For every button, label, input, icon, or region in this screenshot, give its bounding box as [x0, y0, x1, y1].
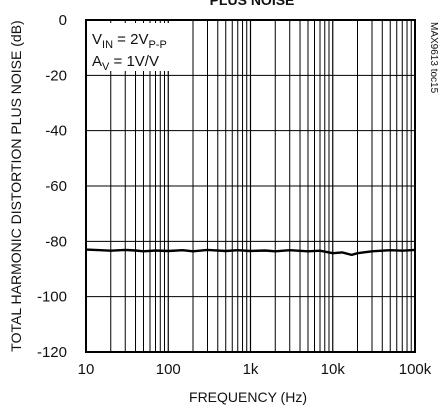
- annotation-background: [87, 23, 170, 71]
- y-tick-label: -60: [45, 178, 67, 195]
- x-tick-label: 10: [78, 361, 95, 378]
- y-axis-title: TOTAL HARMONIC DISTORTION PLUS NOISE (dB…: [8, 20, 24, 351]
- annotation-av-rest: = 1V/V: [109, 53, 159, 70]
- x-axis-ticks: 10 100 1k 10k 100k: [78, 361, 432, 378]
- y-axis-ticks: 0 -20 -40 -60 -80 -100 -120: [37, 12, 67, 361]
- annotation-vin: VIN = 2VP-P: [92, 31, 167, 51]
- annotation-vin-mid: = 2V: [113, 31, 148, 48]
- x-tick-label: 10k: [321, 361, 346, 378]
- annotation-av: AV = 1V/V: [92, 53, 159, 73]
- y-tick-label: -100: [37, 289, 67, 306]
- y-tick-label: -80: [45, 233, 67, 250]
- plot-frame: [85, 19, 416, 353]
- annotation-vin-sub: IN: [102, 39, 113, 51]
- y-tick-label: -120: [37, 344, 67, 361]
- x-tick-label: 100: [156, 361, 181, 378]
- annotation-av-main: A: [92, 53, 102, 70]
- grid-lines: [85, 19, 415, 353]
- annotation-vin-main: V: [92, 31, 102, 48]
- annotation-vin-sub2: P-P: [148, 39, 166, 51]
- x-tick-label: 1k: [243, 361, 259, 378]
- annotation-av-sub: V: [102, 61, 110, 73]
- series-layer: [85, 248, 416, 257]
- x-tick-label: 100k: [399, 361, 432, 378]
- y-tick-label: -40: [45, 123, 67, 140]
- x-axis-title: FREQUENCY (Hz): [189, 389, 307, 405]
- chart-title: PLUS NOISE: [210, 0, 295, 8]
- chart-code-label: MAX9613 toc15: [428, 22, 439, 94]
- y-tick-label: 0: [59, 12, 67, 29]
- series-line: [85, 248, 416, 257]
- y-tick-label: -20: [45, 67, 67, 84]
